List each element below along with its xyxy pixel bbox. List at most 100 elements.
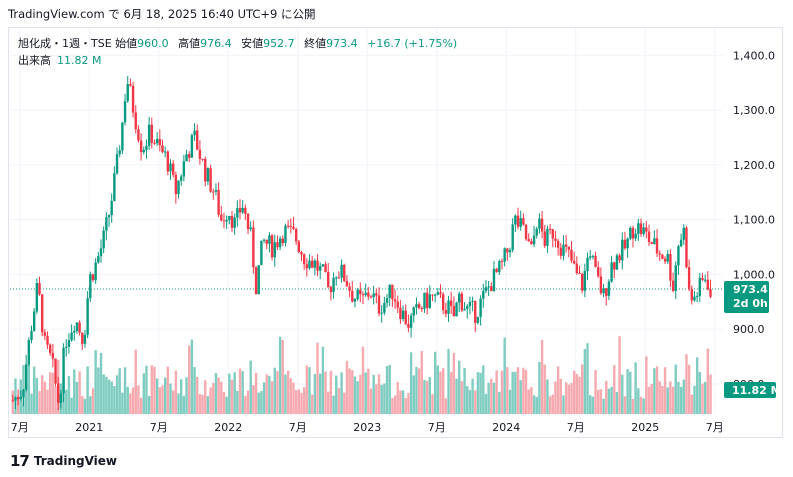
candle-body xyxy=(16,397,20,400)
candle-body xyxy=(369,296,373,298)
time-tick-label: 2024 xyxy=(492,421,520,434)
volume-bar xyxy=(468,390,472,414)
volume-bar xyxy=(498,391,501,414)
candle-body xyxy=(679,239,683,247)
volume-bar xyxy=(179,379,183,414)
volume-bar xyxy=(393,395,397,414)
footer-brand: TradingView xyxy=(33,454,118,468)
price-tick-label: 1,300.0 xyxy=(733,104,775,117)
volume-bar xyxy=(294,390,298,414)
candle-body xyxy=(613,262,616,270)
volume-bar xyxy=(482,365,485,414)
candle-body xyxy=(476,316,480,323)
volume-bar xyxy=(556,366,560,414)
candle-body xyxy=(669,254,672,281)
tradingview-footer[interactable]: 17 TradingView xyxy=(10,452,117,470)
candle-body xyxy=(206,168,210,182)
chart-grid xyxy=(10,28,722,414)
candle-body xyxy=(367,292,370,297)
candle-body xyxy=(401,310,405,320)
volume-bar xyxy=(214,373,218,414)
volume-bar xyxy=(385,365,389,414)
volume-bar xyxy=(458,360,461,414)
candle-body xyxy=(302,254,306,265)
volume-bar xyxy=(35,377,39,414)
volume-bar xyxy=(605,380,608,414)
volume-bar xyxy=(182,395,186,414)
candle-body xyxy=(439,292,442,295)
candle-body xyxy=(564,244,568,247)
candle-body xyxy=(225,219,228,222)
volume-bar xyxy=(343,392,346,414)
candle-body xyxy=(297,241,301,253)
candle-body xyxy=(495,268,498,273)
volume-bar xyxy=(241,371,244,414)
volume-bars xyxy=(11,336,712,414)
time-tick-label: 7月 xyxy=(428,421,446,434)
candle-body xyxy=(380,312,383,314)
volume-bar xyxy=(75,381,79,414)
candle-body xyxy=(407,323,410,328)
candle-body xyxy=(610,262,613,282)
candle-body xyxy=(436,292,440,295)
candle-body xyxy=(121,122,124,151)
candle-body xyxy=(551,229,554,239)
volume-bar xyxy=(487,382,490,414)
symbol-label: 旭化成・1週・TSE xyxy=(18,37,112,50)
candle-body xyxy=(171,163,175,175)
volume-bar xyxy=(570,383,573,414)
volume-bar xyxy=(538,361,541,414)
volume-bar xyxy=(623,396,627,414)
candle-body xyxy=(131,85,135,113)
candle-body xyxy=(449,300,453,307)
candle-body xyxy=(134,112,137,130)
chart-frame[interactable] xyxy=(8,27,783,438)
candle-body xyxy=(516,215,520,227)
volume-bar xyxy=(562,395,565,414)
candle-body xyxy=(671,280,675,291)
low-label: 安値 xyxy=(241,37,264,50)
volume-bar xyxy=(220,381,223,414)
candle-body xyxy=(145,145,148,150)
time-tick-label: 2025 xyxy=(631,421,659,434)
candle-body xyxy=(153,142,156,144)
volume-bar xyxy=(161,385,164,414)
candle-body xyxy=(316,260,319,271)
candle-body xyxy=(393,299,397,302)
volume-bar xyxy=(150,365,153,414)
candle-body xyxy=(642,227,645,234)
volume-bar xyxy=(589,395,592,414)
volume-bar xyxy=(121,392,124,414)
volume-bar xyxy=(417,368,421,414)
candle-body xyxy=(24,364,28,390)
volume-bar xyxy=(693,385,696,414)
volume-bar xyxy=(375,384,378,414)
candle-body xyxy=(147,124,151,146)
candle-body xyxy=(607,281,611,296)
candle-body xyxy=(455,302,458,317)
volume-bar xyxy=(233,372,236,414)
volume-bar xyxy=(353,376,357,414)
volume-bar xyxy=(559,378,562,414)
volume-bar xyxy=(297,389,301,414)
volume-bar xyxy=(524,370,528,414)
close-label: 終値 xyxy=(304,37,327,50)
volume-bar xyxy=(578,376,581,414)
volume-bar xyxy=(709,374,712,414)
volume-bar xyxy=(431,394,434,414)
volume-bar xyxy=(99,352,103,414)
volume-bar xyxy=(198,393,202,414)
candle-body xyxy=(359,289,362,295)
volume-bar xyxy=(153,366,156,414)
candle-body xyxy=(257,265,260,295)
candle-body xyxy=(351,290,354,302)
candle-body xyxy=(447,300,450,314)
volume-bar xyxy=(634,362,637,414)
candle-body xyxy=(391,284,394,300)
candle-body xyxy=(94,262,97,281)
candle-body xyxy=(417,304,421,309)
candle-body xyxy=(399,307,402,320)
candle-body xyxy=(487,286,490,288)
candle-body xyxy=(629,227,632,239)
